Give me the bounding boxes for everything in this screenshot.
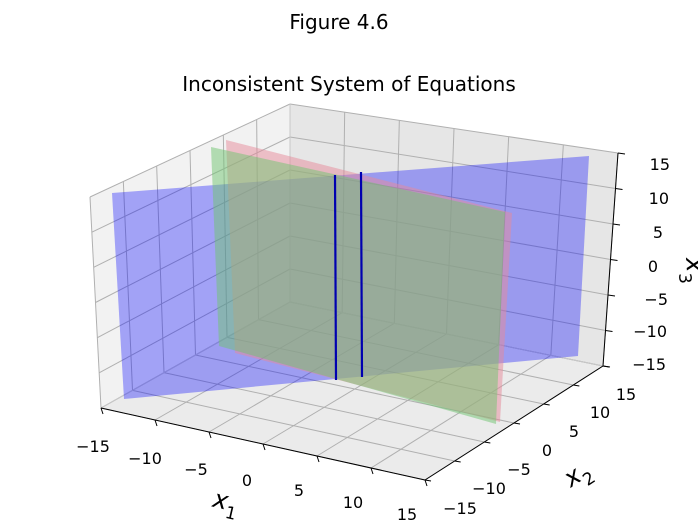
z-axis-label: x3 (673, 255, 698, 284)
z-axis-label-main: x (680, 255, 698, 273)
intersection-line-2 (359, 171, 364, 378)
z-tick-mark (615, 188, 623, 190)
x-axis-label-main: x (209, 484, 231, 516)
z-tick-mark (617, 152, 626, 155)
z-tick-mark (607, 294, 616, 297)
x-tick-label: 5 (294, 481, 304, 500)
z-tick-mark (612, 223, 621, 226)
tick-marks (100, 152, 626, 487)
y-axis-label: x2 (557, 454, 599, 499)
z-tick-label: −10 (633, 322, 667, 341)
z-tick-label: 15 (650, 155, 670, 174)
y-tick-mark (573, 384, 580, 387)
z-tick-label: 5 (653, 223, 663, 242)
z-tick-labels: −15 −10 −5 0 5 10 15 (632, 155, 670, 374)
z-tick-label: 10 (649, 189, 669, 208)
x-tick-mark (100, 407, 104, 415)
z-tick-label: −15 (632, 355, 666, 374)
planes (112, 140, 589, 424)
intersection-lines (333, 171, 364, 381)
y-tick-label: −15 (443, 499, 477, 518)
chart-title: Inconsistent System of Equations (182, 72, 516, 96)
y-tick-mark (602, 365, 610, 368)
y-tick-mark (484, 441, 491, 444)
y-tick-mark (424, 479, 432, 482)
z-tick-label: −5 (644, 290, 668, 309)
y-tick-label: 5 (569, 422, 579, 441)
x-tick-label: −5 (184, 460, 208, 479)
x-tick-mark (208, 431, 212, 439)
x-tick-label: 15 (397, 505, 417, 521)
y-tick-label: −5 (507, 460, 531, 479)
x-axis-label: x1 (208, 484, 242, 521)
z-tick-mark (605, 330, 613, 332)
x-axis-label-sub: 1 (223, 503, 238, 521)
x-tick-label: 0 (242, 471, 252, 490)
y-tick-label: −10 (472, 479, 506, 498)
x-tick-mark (262, 443, 266, 451)
x-tick-labels: −15 −10 −5 0 5 10 15 (76, 437, 417, 521)
y-tick-mark (513, 422, 521, 425)
x-tick-label: 10 (343, 493, 363, 512)
y-tick-labels: −15 −10 −5 0 5 10 15 (443, 385, 636, 518)
y-tick-mark (454, 460, 461, 463)
x-tick-mark (370, 467, 374, 475)
x-tick-mark (154, 419, 158, 427)
x-tick-mark (424, 479, 428, 487)
x-tick-mark (316, 455, 320, 463)
y-tick-mark (543, 403, 550, 406)
plane-3 (211, 147, 505, 424)
x-tick-label: −15 (76, 437, 110, 456)
y-tick-label: 15 (616, 385, 636, 404)
z-tick-label: 0 (648, 257, 658, 276)
figure-title: Figure 4.6 (289, 10, 389, 34)
right-pane-gridline (550, 144, 564, 356)
z-axis-label-sub: 3 (674, 272, 695, 284)
z-tick-mark (610, 259, 618, 261)
y-tick-label: 10 (590, 403, 610, 422)
x-tick-label: −10 (128, 449, 162, 468)
y-tick-label: 0 (542, 441, 552, 460)
intersection-line-1 (333, 174, 338, 381)
